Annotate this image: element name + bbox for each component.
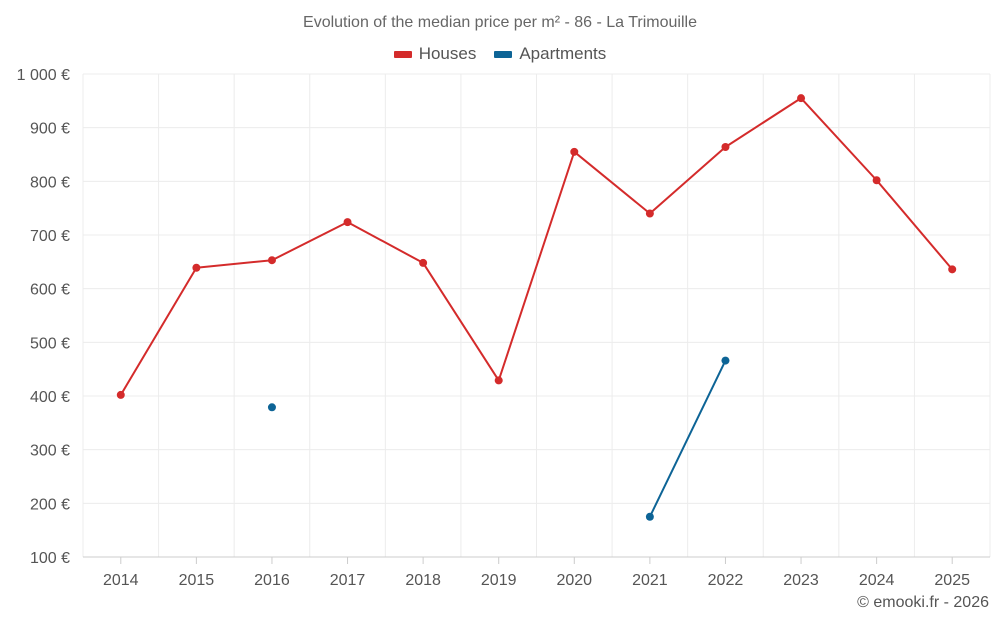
legend-swatch-apartments: [494, 50, 513, 58]
y-tick-label: 200 €: [30, 496, 70, 513]
legend-item-houses[interactable]: Houses: [393, 44, 477, 64]
x-tick-label: 2019: [481, 572, 517, 589]
chart-title: Evolution of the median price per m² - 8…: [303, 14, 697, 31]
series-line-houses: [724, 97, 803, 148]
credit-text: © emooki.fr - 2026: [857, 594, 989, 611]
x-tick-label: 2023: [783, 572, 819, 589]
legend-swatch-houses: [393, 50, 412, 58]
data-point-houses: [570, 147, 579, 156]
data-point-apartments: [267, 403, 276, 412]
x-tick-label: 2016: [254, 572, 290, 589]
series-line-houses: [497, 150, 576, 382]
y-tick-label: 100 €: [30, 550, 70, 567]
series-line-houses: [270, 221, 349, 262]
data-point-houses: [343, 218, 352, 227]
series-line-apartments: [648, 359, 727, 518]
series-line-houses: [195, 259, 273, 269]
legend-label-houses: Houses: [418, 44, 477, 63]
series-line-houses: [648, 145, 727, 215]
series-line-houses: [800, 97, 878, 182]
series-line-houses: [119, 266, 198, 396]
data-point-houses: [797, 94, 806, 103]
data-point-apartments: [721, 356, 730, 365]
x-tick-label: 2024: [859, 572, 895, 589]
y-tick-label: 500 €: [30, 335, 70, 352]
data-point-houses: [192, 263, 201, 272]
series-line-houses: [422, 261, 500, 382]
legend: Houses Apartments: [0, 44, 1000, 64]
grid: [82, 73, 991, 558]
y-tick-label: 700 €: [30, 228, 70, 245]
x-tick-label: 2020: [556, 572, 592, 589]
data-point-houses: [494, 376, 503, 385]
data-point-houses: [721, 142, 730, 151]
x-tick-label: 2021: [632, 572, 668, 589]
legend-item-apartments[interactable]: Apartments: [494, 44, 606, 64]
x-tick-label: 2018: [405, 572, 441, 589]
y-tick-label: 400 €: [30, 389, 70, 406]
y-tick-label: 600 €: [30, 282, 70, 299]
x-tick-label: 2017: [330, 572, 366, 589]
y-tick-label: 300 €: [30, 443, 70, 460]
series-line-houses: [346, 221, 425, 264]
data-point-houses: [948, 265, 957, 274]
legend-label-apartments: Apartments: [519, 44, 607, 63]
x-tick-label: 2014: [103, 572, 139, 589]
data-point-houses: [116, 390, 125, 399]
series-line-houses: [573, 150, 651, 215]
y-tick-label: 800 €: [30, 174, 70, 191]
y-tick-label: 900 €: [30, 121, 70, 138]
y-tick-label: 1 000 €: [17, 67, 70, 84]
data-point-houses: [872, 176, 881, 185]
series-line-houses: [875, 179, 954, 271]
data-point-houses: [645, 209, 654, 218]
x-tick-label: 2015: [179, 572, 215, 589]
data-point-houses: [419, 258, 428, 267]
data-point-houses: [267, 256, 276, 265]
x-tick-label: 2025: [934, 572, 970, 589]
x-tick-label: 2022: [708, 572, 744, 589]
data-point-apartments: [645, 512, 654, 521]
